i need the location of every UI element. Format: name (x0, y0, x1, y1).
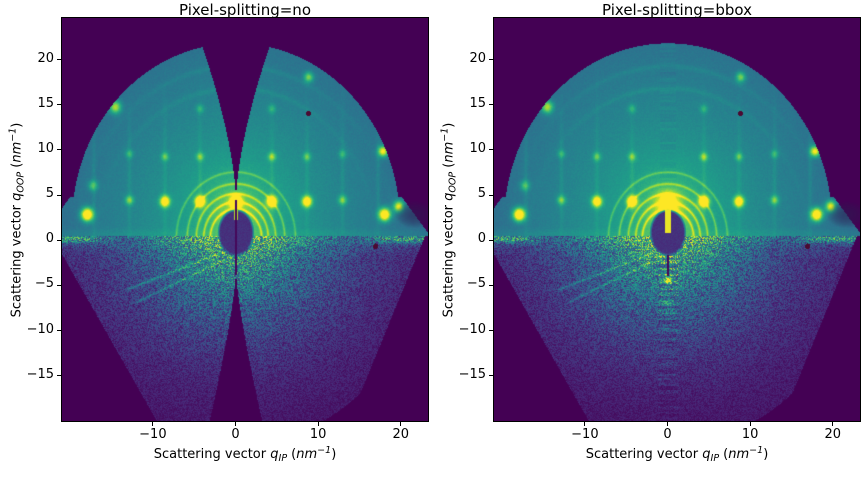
y-tick-mark (489, 104, 493, 106)
x-tick-label: −10 (571, 427, 599, 442)
y-tick-label: 20 (469, 50, 486, 66)
x-tick-mark (749, 422, 751, 426)
heatmap-canvas-right (494, 18, 860, 421)
y-tick-mark (57, 239, 61, 241)
x-tick-label: 20 (392, 427, 409, 442)
panel-right: Pixel-splitting=bbox Scattering vector q… (440, 0, 861, 478)
plot-area-left (61, 17, 429, 422)
y-tick-mark (489, 149, 493, 151)
y-tick-mark (57, 194, 61, 196)
y-tick-label: 5 (477, 186, 486, 202)
y-tick-mark (57, 375, 61, 377)
y-tick-label: 5 (45, 186, 54, 202)
x-tick-mark (317, 422, 319, 426)
y-tick-mark (489, 284, 493, 286)
y-tick-label: 20 (37, 50, 54, 66)
y-tick-label: −15 (26, 366, 54, 382)
x-tick-label: 0 (231, 427, 240, 442)
panel-title: Pixel-splitting=no (179, 1, 311, 19)
y-tick-mark (489, 59, 493, 61)
x-tick-mark (584, 422, 586, 426)
x-tick-label: 0 (663, 427, 672, 442)
heatmap-canvas-left (62, 18, 428, 421)
x-tick-label: 10 (741, 427, 759, 442)
panel-left: Pixel-splitting=no Scattering vector qIP… (8, 0, 429, 478)
x-tick-mark (832, 422, 834, 426)
x-tick-label: 10 (309, 427, 327, 442)
y-tick-label: 15 (37, 95, 54, 111)
x-tick-mark (666, 422, 668, 426)
x-tick-mark (400, 422, 402, 426)
y-tick-label: 0 (45, 231, 54, 247)
y-tick-mark (57, 149, 61, 151)
y-tick-label: 10 (469, 140, 486, 156)
y-tick-label: −10 (26, 321, 54, 337)
panel-title: Pixel-splitting=bbox (602, 1, 752, 19)
y-tick-mark (57, 104, 61, 106)
y-tick-label: −15 (458, 366, 486, 382)
y-tick-mark (489, 375, 493, 377)
y-tick-mark (57, 59, 61, 61)
x-tick-mark (234, 422, 236, 426)
y-tick-label: −10 (458, 321, 486, 337)
x-axis-label: Scattering vector qIP (nm−1) (585, 445, 769, 464)
plot-area-right (493, 17, 861, 422)
y-tick-mark (57, 284, 61, 286)
x-tick-label: −10 (139, 427, 167, 442)
y-tick-mark (57, 330, 61, 332)
y-tick-label: 10 (37, 140, 54, 156)
y-tick-label: −5 (466, 276, 486, 292)
y-tick-mark (489, 239, 493, 241)
x-axis-label: Scattering vector qIP (nm−1) (153, 445, 337, 464)
y-tick-label: −5 (34, 276, 54, 292)
y-tick-mark (489, 194, 493, 196)
y-tick-label: 15 (469, 95, 486, 111)
y-tick-mark (489, 330, 493, 332)
y-tick-label: 0 (477, 231, 486, 247)
x-tick-label: 20 (824, 427, 841, 442)
x-tick-mark (152, 422, 154, 426)
